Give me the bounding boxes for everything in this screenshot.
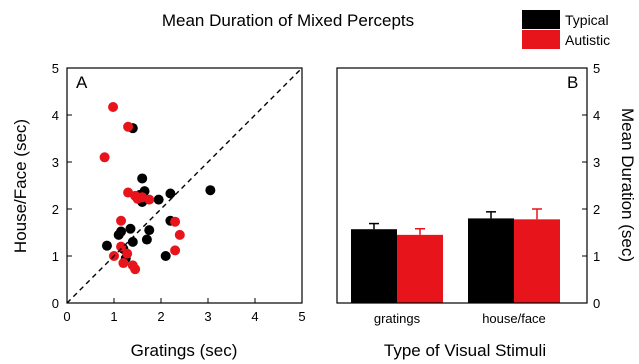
x-tick-label: 1 <box>110 309 117 324</box>
identity-line <box>66 67 303 304</box>
x-axis-category-labels: gratings house/face <box>374 311 546 326</box>
y-tick-label: 2 <box>52 202 59 217</box>
y-tick-label: 0 <box>52 296 59 311</box>
scatter-point-typical <box>165 188 176 199</box>
y-tick-label-right: 0 <box>593 296 600 311</box>
bar-marks <box>351 208 560 303</box>
scatter-point-typical <box>127 236 138 247</box>
y-tick-label-right: 1 <box>593 249 600 264</box>
scatter-point-autistic <box>116 215 127 226</box>
panel-label-a: A <box>76 73 88 92</box>
bar-typical-house-face <box>468 218 514 303</box>
x-axis-title-b: Type of Visual Stimuli <box>384 341 546 360</box>
scatter-point-autistic <box>170 216 181 227</box>
y-tick-label-right: 3 <box>593 155 600 170</box>
legend-swatch-typical <box>522 10 560 29</box>
x-tick-label: 5 <box>298 309 305 324</box>
scatter-point-typical <box>160 251 171 261</box>
bar-panel-b: 0 1 2 3 4 5 gratings house/face B Type of Visu… <box>336 61 637 360</box>
legend: Typical Autistic <box>522 10 610 49</box>
scatter-point-autistic <box>170 245 181 256</box>
bar-autistic-house-face <box>514 219 560 303</box>
scatter-point-typical <box>205 185 216 196</box>
scatter-point-autistic <box>108 102 119 113</box>
scatter-point-autistic <box>174 229 185 240</box>
x-tick-label: 0 <box>63 309 70 324</box>
scatter-marks <box>99 102 216 275</box>
y-tick-label-right: 2 <box>593 202 600 217</box>
y-axis-title: House/Face (sec) <box>11 119 30 253</box>
y-tick-label: 5 <box>52 61 59 76</box>
y-tick-label: 4 <box>52 108 59 123</box>
legend-label-autistic: Autistic <box>565 32 610 48</box>
bar-typical-gratings <box>351 229 397 303</box>
category-label: gratings <box>374 311 421 326</box>
scatter-point-autistic <box>118 258 129 269</box>
scatter-point-typical <box>153 194 164 205</box>
scatter-point-autistic <box>144 194 155 205</box>
legend-label-typical: Typical <box>565 12 609 28</box>
x-tick-label: 3 <box>204 309 211 324</box>
y-axis-ticks: 0 1 2 3 4 5 <box>52 61 72 311</box>
scatter-point-autistic <box>99 152 110 163</box>
panel-a-frame <box>66 67 303 304</box>
scatter-point-autistic <box>122 248 133 259</box>
scatter-point-typical <box>141 234 152 245</box>
x-tick-label: 2 <box>157 309 164 324</box>
y-tick-label: 1 <box>52 249 59 264</box>
panel-b-frame <box>336 67 588 304</box>
x-axis-title: Gratings (sec) <box>131 341 238 360</box>
category-label: house/face <box>482 311 546 326</box>
y-tick-label: 3 <box>52 155 59 170</box>
scatter-panel-a: 0 1 2 3 4 5 0 1 2 3 4 5 A Gratings (sec) House/Fac… <box>11 61 306 360</box>
scatter-point-autistic <box>123 121 134 132</box>
y-tick-label-right: 4 <box>593 108 600 123</box>
scatter-point-typical <box>125 223 136 234</box>
scatter-point-autistic <box>116 241 127 252</box>
scatter-point-typical <box>137 173 148 184</box>
bar-autistic-gratings <box>397 234 443 303</box>
scatter-point-typical <box>144 225 155 236</box>
y-axis-ticks-right: 0 1 2 3 4 5 <box>582 61 600 311</box>
scatter-point-autistic <box>130 264 141 275</box>
scatter-point-typical <box>101 240 112 251</box>
scatter-point-typical <box>116 226 127 237</box>
x-axis-ticks: 0 1 2 3 4 5 <box>63 298 306 324</box>
y-axis-title-b: Mean Duration (sec) <box>618 108 637 262</box>
legend-swatch-autistic <box>522 30 560 49</box>
x-tick-label: 4 <box>251 309 258 324</box>
y-tick-label-right: 5 <box>593 61 600 76</box>
panel-label-b: B <box>567 73 578 92</box>
figure-title: Mean Duration of Mixed Percepts <box>162 11 414 30</box>
